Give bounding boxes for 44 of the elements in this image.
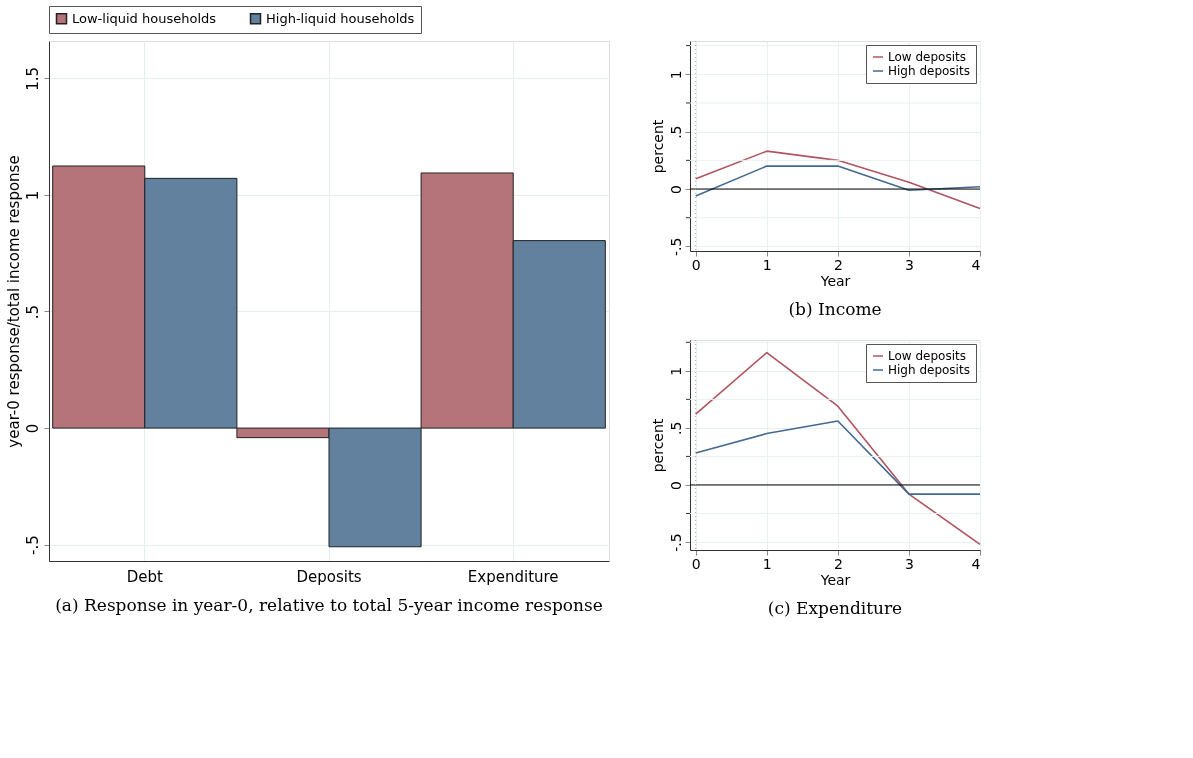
y-tick-label: 1 — [23, 190, 42, 201]
y-tick-label: 0 — [23, 423, 42, 434]
y-axis-title: percent — [649, 119, 666, 174]
y-tick-label: .5 — [667, 125, 684, 139]
x-axis-title: Year — [819, 272, 851, 289]
y-tick-label: 0 — [667, 480, 684, 490]
y-tick-label: -.5 — [667, 237, 684, 257]
x-tick-label: 3 — [904, 256, 914, 273]
x-tick-label: 3 — [904, 555, 914, 572]
x-tick-label: 1 — [762, 256, 772, 273]
text: (a) Response in year-0, relative to total 5-year income response — [55, 595, 603, 615]
y-axis-title: year-0 response/total income response — [4, 155, 23, 448]
y-tick-label: 0 — [667, 185, 684, 194]
y-tick-label: .5 — [667, 421, 684, 436]
y-tick-label: -.5 — [23, 535, 42, 556]
x-tick-label: 0 — [691, 555, 701, 572]
line-series — [694, 150, 981, 210]
x-tick-label: 2 — [833, 555, 843, 572]
legend-label: Low deposits — [888, 50, 966, 64]
y-tick-label: .5 — [23, 304, 42, 320]
text: (b) Income — [788, 299, 882, 319]
y-tick-label: -.5 — [667, 533, 684, 552]
x-axis-title: Year — [819, 571, 851, 588]
y-tick-label: 1.5 — [23, 66, 42, 91]
x-tick-label: Debt — [126, 567, 163, 586]
x-tick-label: 1 — [762, 555, 772, 572]
x-tick-label: 0 — [691, 256, 701, 273]
line-series — [694, 165, 981, 197]
legend-label: Low deposits — [888, 349, 966, 363]
x-tick-label: 4 — [971, 256, 981, 273]
legend-label: High deposits — [888, 363, 970, 377]
x-tick-label: Deposits — [296, 567, 362, 586]
line-series — [694, 351, 981, 546]
legend-label: Low-liquid households — [72, 10, 217, 26]
x-tick-label: 2 — [833, 256, 843, 273]
text: (c) Expenditure — [767, 598, 903, 618]
y-tick-label: 1 — [667, 70, 684, 80]
y-axis-title: percent — [649, 418, 666, 473]
y-tick-label: 1 — [667, 366, 684, 376]
x-tick-label: 4 — [971, 555, 981, 572]
legend-label: High-liquid households — [266, 10, 415, 26]
legend-label: High deposits — [888, 64, 970, 78]
line-series — [694, 420, 981, 495]
x-tick-label: Expenditure — [467, 567, 559, 586]
